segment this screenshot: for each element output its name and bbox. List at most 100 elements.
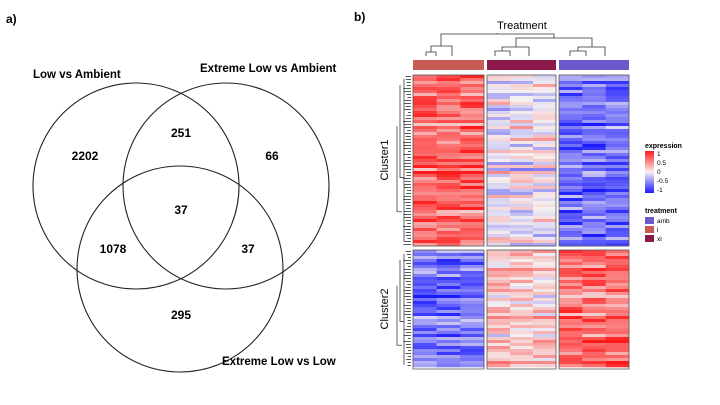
heatmap-cell — [436, 168, 461, 172]
heatmap-cell — [605, 292, 630, 296]
heatmap-cell — [582, 210, 606, 214]
heatmap-cell — [460, 337, 485, 341]
heatmap-cell — [460, 298, 485, 302]
cluster1-label: Cluster1 — [379, 140, 391, 181]
heatmap-cell — [413, 105, 437, 109]
count-extreme-ambient-only: 66 — [265, 149, 279, 163]
heatmap-cell — [605, 337, 630, 341]
heatmap-cell — [559, 111, 583, 115]
heatmap-cell — [436, 277, 461, 281]
heatmap-cell — [605, 81, 630, 85]
heatmap-cell — [436, 237, 461, 241]
heatmap-cell — [487, 204, 511, 208]
heatmap-cell — [436, 352, 461, 356]
heatmap-cell — [582, 259, 606, 263]
heatmap-cell — [559, 219, 583, 223]
heatmap-cell — [605, 207, 630, 211]
heatmap-cell — [436, 250, 461, 254]
heatmap-cell — [413, 322, 437, 326]
heatmap-cell — [533, 189, 557, 193]
heatmap-cell — [436, 114, 461, 118]
heatmap-cell — [605, 168, 630, 172]
heatmap-cell — [533, 204, 557, 208]
heatmap-cell — [460, 310, 485, 314]
heatmap-cell — [559, 90, 583, 94]
heatmap-cell — [533, 250, 557, 254]
heatmap-cell — [487, 352, 511, 356]
heatmap-cell — [413, 84, 437, 88]
heatmap-cell — [413, 108, 437, 112]
heatmap-cell — [510, 138, 534, 142]
heatmap-cell — [487, 159, 511, 163]
heatmap-cell — [460, 268, 485, 272]
heatmap-cell — [605, 99, 630, 103]
heatmap-cell — [436, 159, 461, 163]
venn-circle-extreme-low-vs-low — [76, 165, 284, 373]
heatmap-cell — [533, 274, 557, 278]
heatmap-cell — [436, 75, 461, 79]
heatmap-cell — [436, 259, 461, 263]
treatment-swatch-amb — [645, 217, 654, 224]
heatmap-cell — [582, 328, 606, 332]
heatmap-cell — [460, 120, 485, 124]
heatmap-cell — [413, 331, 437, 335]
heatmap-cell — [533, 165, 557, 169]
heatmap-cell — [460, 171, 485, 175]
heatmap-cell — [487, 219, 511, 223]
heatmap-cell — [436, 123, 461, 127]
heatmap-cell — [460, 90, 485, 94]
heatmap-cell — [533, 343, 557, 347]
heatmap-cell — [533, 153, 557, 157]
heatmap-cell — [559, 186, 583, 190]
heatmap-cell — [559, 274, 583, 278]
heatmap-cell — [605, 346, 630, 350]
heatmap-cell — [436, 141, 461, 145]
heatmap-cell — [582, 243, 606, 247]
heatmap-cell — [510, 313, 534, 317]
heatmap-cell — [487, 123, 511, 127]
heatmap-cell — [559, 271, 583, 275]
heatmap-cell — [487, 87, 511, 91]
heatmap-cell — [436, 216, 461, 220]
heatmap-cell — [487, 340, 511, 344]
heatmap-cell — [605, 274, 630, 278]
heatmap-cell — [413, 129, 437, 133]
heatmap-cell — [436, 240, 461, 244]
heatmap-cell — [510, 78, 534, 82]
heatmap-cell — [559, 307, 583, 311]
heatmap-cell — [559, 156, 583, 160]
heatmap-cell — [559, 361, 583, 365]
count-low-and-extreme-low: 1078 — [100, 242, 127, 256]
heatmap-cell — [510, 147, 534, 151]
heatmap-cell — [605, 322, 630, 326]
heatmap-cell — [559, 84, 583, 88]
heatmap-cell — [510, 159, 534, 163]
heatmap-cell — [413, 240, 437, 244]
heatmap-cell — [460, 346, 485, 350]
heatmap-cell — [533, 108, 557, 112]
heatmap-cell — [460, 198, 485, 202]
heatmap-cell — [605, 165, 630, 169]
heatmap-cell — [413, 271, 437, 275]
heatmap-cell — [559, 153, 583, 157]
heatmap-cell — [436, 192, 461, 196]
heatmap-cell — [487, 328, 511, 332]
heatmap-cell — [533, 265, 557, 269]
heatmap-cell — [510, 319, 534, 323]
heatmap-cell — [413, 325, 437, 329]
heatmap-cell — [533, 328, 557, 332]
heatmap-cell — [582, 81, 606, 85]
heatmap-cell — [487, 90, 511, 94]
heatmap-cell — [487, 325, 511, 329]
heatmap-cell — [533, 75, 557, 79]
heatmap-cell — [510, 349, 534, 353]
heatmap-cell — [559, 123, 583, 127]
heatmap-cell — [582, 237, 606, 241]
heatmap-cell — [605, 174, 630, 178]
heatmap-cell — [510, 153, 534, 157]
heatmap-cell — [559, 93, 583, 97]
heatmap-cell — [605, 349, 630, 353]
heatmap-cell — [559, 346, 583, 350]
heatmap-cell — [559, 301, 583, 305]
heatmap-cell — [582, 322, 606, 326]
